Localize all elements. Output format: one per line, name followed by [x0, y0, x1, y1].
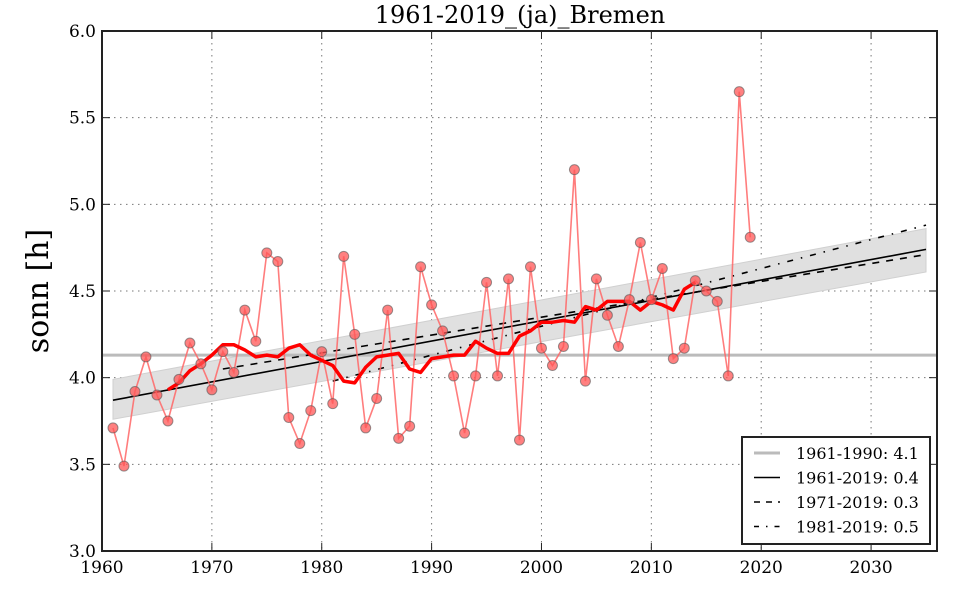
data-point [667, 353, 679, 365]
data-point [327, 398, 339, 410]
x-tick-label: 1960 [80, 558, 123, 578]
x-tick-label: 2000 [520, 558, 563, 578]
data-point [371, 392, 383, 404]
data-point [645, 294, 657, 306]
data-point [129, 386, 141, 398]
data-point [118, 460, 130, 472]
data-point [162, 415, 174, 427]
y-tick-label: 4.5 [69, 282, 96, 302]
data-point [568, 164, 580, 176]
data-point [404, 420, 416, 432]
legend-label: 1961-2019: 0.4 [796, 469, 919, 488]
data-point [338, 250, 350, 262]
data-point [173, 373, 185, 385]
trend-line-1961-2019 [112, 248, 927, 401]
y-tick-label: 5.5 [69, 109, 96, 129]
y-tick-label: 3.0 [69, 542, 96, 562]
y-tick-label: 5.0 [69, 195, 96, 215]
legend-label: 1971-2019: 0.3 [796, 493, 919, 512]
data-point [250, 335, 262, 347]
y-axis-label: sonn [h] [21, 229, 56, 353]
data-point [711, 295, 723, 307]
data-point [305, 405, 317, 417]
data-point [426, 299, 438, 311]
data-point [656, 262, 668, 274]
data-point [524, 261, 536, 273]
data-point [415, 261, 427, 273]
legend-label: 1981-2019: 0.5 [796, 518, 919, 537]
legend: 1961-1990: 4.1 1961-2019: 0.4 1971-2019: 0… [741, 436, 931, 545]
data-point [689, 275, 701, 287]
data-point [283, 412, 295, 424]
data-point [140, 351, 152, 363]
x-tick-label: 1990 [410, 558, 453, 578]
data-point [503, 273, 515, 285]
confidence-band-layer [112, 227, 927, 420]
data-point [393, 432, 405, 444]
y-tick-label: 3.5 [69, 455, 96, 475]
data-point [612, 340, 624, 352]
data-point [107, 422, 119, 434]
x-tick-label: 1980 [300, 558, 343, 578]
data-point [546, 360, 558, 372]
data-point [272, 256, 284, 268]
data-point [437, 325, 449, 337]
x-tick-label: 2020 [740, 558, 783, 578]
data-point [481, 276, 493, 288]
data-point [535, 342, 547, 354]
legend-box [741, 436, 931, 545]
data-point [206, 384, 218, 396]
running-mean-line [166, 280, 697, 392]
data-point [459, 427, 471, 439]
data-point [261, 247, 273, 259]
x-tick-label: 1970 [190, 558, 233, 578]
points-layer [107, 86, 756, 472]
data-point [184, 337, 196, 349]
data-point [349, 328, 361, 340]
data-point [744, 231, 756, 243]
data-point [217, 346, 229, 358]
data-point [448, 370, 460, 382]
data-point [678, 342, 690, 354]
axes-layer: 1960 1970 1980 1990 2000 2010 2020 2030 3.0 3.5 4.… [69, 22, 938, 578]
data-point [239, 304, 251, 316]
trend-line-1971-2019 [222, 253, 927, 370]
y-tick-label: 4.0 [69, 369, 96, 389]
data-point [623, 294, 635, 306]
data-point [557, 340, 569, 352]
data-point [733, 86, 745, 98]
data-point [294, 438, 306, 450]
data-point [360, 422, 372, 434]
data-point [590, 273, 602, 285]
data-point [470, 370, 482, 382]
data-point [514, 434, 525, 446]
x-tick-label: 2030 [849, 558, 892, 578]
data-point [601, 309, 613, 321]
data-point [722, 370, 734, 382]
data-point [151, 389, 163, 401]
x-tick-label: 2010 [630, 558, 673, 578]
data-point [579, 375, 591, 387]
data-point [634, 236, 646, 248]
data-point [382, 304, 394, 316]
data-point [700, 285, 712, 297]
data-point [195, 358, 207, 370]
data-point [492, 370, 504, 382]
y-tick-label: 6.0 [69, 22, 96, 42]
data-point [228, 366, 240, 378]
confidence-band [112, 227, 927, 420]
data-point [316, 346, 328, 358]
legend-label: 1961-1990: 4.1 [796, 444, 919, 463]
chart-title: 1961-2019_(ja)_Bremen [375, 1, 665, 29]
